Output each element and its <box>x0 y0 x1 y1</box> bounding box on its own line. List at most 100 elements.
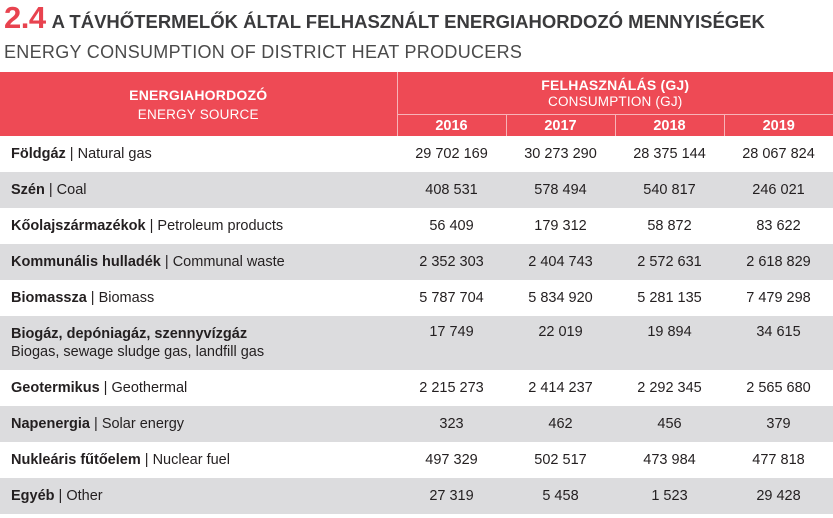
table-row: Biogáz, depóniagáz, szennyvízgáz Biogas, … <box>0 316 833 370</box>
value-cell: 462 <box>506 406 615 442</box>
page-header: 2.4 A TÁVHŐTERMELŐK ÁLTAL FELHASZNÁLT ENE… <box>4 0 833 38</box>
table-body: Földgáz | Natural gas 29 702 169 30 273 … <box>0 136 833 514</box>
energy-source-name: Geotermikus | Geothermal <box>0 370 397 406</box>
table-row: Kőolajszármazékok | Petroleum products 5… <box>0 208 833 244</box>
energy-source-name: Biogáz, depóniagáz, szennyvízgáz Biogas, … <box>0 316 397 370</box>
value-cell: 1 523 <box>615 478 724 514</box>
energy-source-name: Egyéb | Other <box>0 478 397 514</box>
name-en: Communal waste <box>172 254 285 270</box>
table-row: Földgáz | Natural gas 29 702 169 30 273 … <box>0 136 833 172</box>
value-cell: 408 531 <box>397 172 506 208</box>
energy-source-name: Földgáz | Natural gas <box>0 136 397 172</box>
value-cell: 2 618 829 <box>724 244 833 280</box>
table-row: Szén | Coal 408 531 578 494 540 817 246 … <box>0 172 833 208</box>
energy-consumption-table: ENERGIAHORDOZÓ ENERGY SOURCE FELHASZNÁLÁ… <box>0 72 833 514</box>
name-hu: Biogáz, depóniagáz, szennyvízgáz <box>11 326 248 342</box>
name-en: Petroleum products <box>157 218 284 234</box>
name-hu: Kommunális hulladék <box>11 254 161 270</box>
energy-source-name: Szén | Coal <box>0 172 397 208</box>
value-cell: 179 312 <box>534 218 587 234</box>
name-en: Geothermal <box>111 380 188 396</box>
table-header: ENERGIAHORDOZÓ ENERGY SOURCE FELHASZNÁLÁ… <box>0 72 833 136</box>
value-cell: 34 615 <box>724 316 833 370</box>
name-en: Solar energy <box>101 416 185 432</box>
name-en: Nuclear fuel <box>152 452 230 468</box>
energy-source-header-hu: ENERGIAHORDOZÓ <box>129 86 268 103</box>
name-separator: | <box>99 380 112 396</box>
value-cell: 2 292 345 <box>637 380 702 396</box>
table-row: Egyéb | Other 27 319 5 458 1 523 29 428 <box>0 478 833 514</box>
value-cell: 246 021 <box>724 172 833 208</box>
name-separator: | <box>160 254 173 270</box>
name-hu: Kőolajszármazékok <box>11 218 146 234</box>
name-hu: Napenergia <box>11 416 90 432</box>
name-separator: | <box>140 452 153 468</box>
name-separator: | <box>65 146 78 162</box>
consumption-header: FELHASZNÁLÁS (GJ) CONSUMPTION (GJ) <box>397 72 833 115</box>
value-cell: 323 <box>397 406 506 442</box>
value-cell: 5 458 <box>506 478 615 514</box>
energy-source-name: Kommunális hulladék | Communal waste <box>0 244 397 280</box>
energy-source-header: ENERGIAHORDOZÓ ENERGY SOURCE <box>0 72 398 136</box>
value-cell: 502 517 <box>534 452 587 468</box>
table-row: Kommunális hulladék | Communal waste 2 3… <box>0 244 833 280</box>
name-hu: Egyéb <box>11 488 55 504</box>
table-row: Biomassza | Biomass 5 787 704 5 834 920 … <box>0 280 833 316</box>
value-cell: 497 329 <box>425 452 478 468</box>
name-hu: Földgáz <box>11 146 66 162</box>
value-cell: 56 409 <box>429 218 474 234</box>
value-cell: 5 834 920 <box>528 290 593 306</box>
year-header: 2018 <box>615 114 725 136</box>
table-row: Geotermikus | Geothermal 2 215 273 2 414… <box>0 370 833 406</box>
value-cell: 2 352 303 <box>397 244 506 280</box>
value-cell: 7 479 298 <box>746 290 811 306</box>
name-hu: Nukleáris fűtőelem <box>11 452 141 468</box>
value-cell: 477 818 <box>752 452 805 468</box>
year-header: 2019 <box>724 114 833 136</box>
value-cell: 29 428 <box>724 478 833 514</box>
consumption-header-en: CONSUMPTION (GJ) <box>548 94 683 109</box>
name-separator: | <box>89 416 102 432</box>
name-hu: Biomassza <box>11 290 87 306</box>
value-cell: 379 <box>724 406 833 442</box>
year-header: 2016 <box>397 114 507 136</box>
name-en: Other <box>66 488 103 504</box>
energy-source-name: Biomassza | Biomass <box>0 280 397 316</box>
value-cell: 473 984 <box>643 452 696 468</box>
energy-source-header-en: ENERGY SOURCE <box>137 106 259 122</box>
value-cell: 5 787 704 <box>419 290 484 306</box>
consumption-header-hu: FELHASZNÁLÁS (GJ) <box>541 77 690 93</box>
value-cell: 30 273 290 <box>524 146 597 162</box>
value-cell: 2 572 631 <box>615 244 724 280</box>
value-cell: 456 <box>615 406 724 442</box>
value-cell: 2 565 680 <box>746 380 811 396</box>
value-cell: 29 702 169 <box>415 146 488 162</box>
name-separator: | <box>86 290 99 306</box>
energy-source-name: Napenergia | Solar energy <box>0 406 397 442</box>
value-cell: 19 894 <box>615 316 724 370</box>
value-cell: 58 872 <box>647 218 692 234</box>
value-cell: 578 494 <box>506 172 615 208</box>
title-line: 2.4 A TÁVHŐTERMELŐK ÁLTAL FELHASZNÁLT ENE… <box>4 0 833 38</box>
value-cell: 17 749 <box>397 316 506 370</box>
table-row: Nukleáris fűtőelem | Nuclear fuel 497 32… <box>0 442 833 478</box>
energy-source-name: Kőolajszármazékok | Petroleum products <box>0 208 397 244</box>
page-subtitle: ENERGY CONSUMPTION OF DISTRICT HEAT PROD… <box>4 42 523 62</box>
section-number: 2.4 <box>4 0 46 35</box>
year-header: 2017 <box>506 114 616 136</box>
value-cell: 28 375 144 <box>633 146 706 162</box>
value-cell: 2 414 237 <box>528 380 593 396</box>
name-hu: Szén <box>11 182 45 198</box>
page-title: A TÁVHŐTERMELŐK ÁLTAL FELHASZNÁLT ENERGI… <box>51 11 765 32</box>
name-hu: Geotermikus <box>11 380 100 396</box>
name-en: Biogas, sewage sludge gas, landfill gas <box>11 344 265 360</box>
value-cell: 83 622 <box>756 218 801 234</box>
value-cell: 540 817 <box>615 172 724 208</box>
value-cell: 2 404 743 <box>506 244 615 280</box>
name-en: Natural gas <box>77 146 152 162</box>
name-separator: | <box>54 488 67 504</box>
energy-source-name: Nukleáris fűtőelem | Nuclear fuel <box>0 442 397 478</box>
value-cell: 2 215 273 <box>419 380 484 396</box>
value-cell: 5 281 135 <box>637 290 702 306</box>
value-cell: 28 067 824 <box>742 146 815 162</box>
